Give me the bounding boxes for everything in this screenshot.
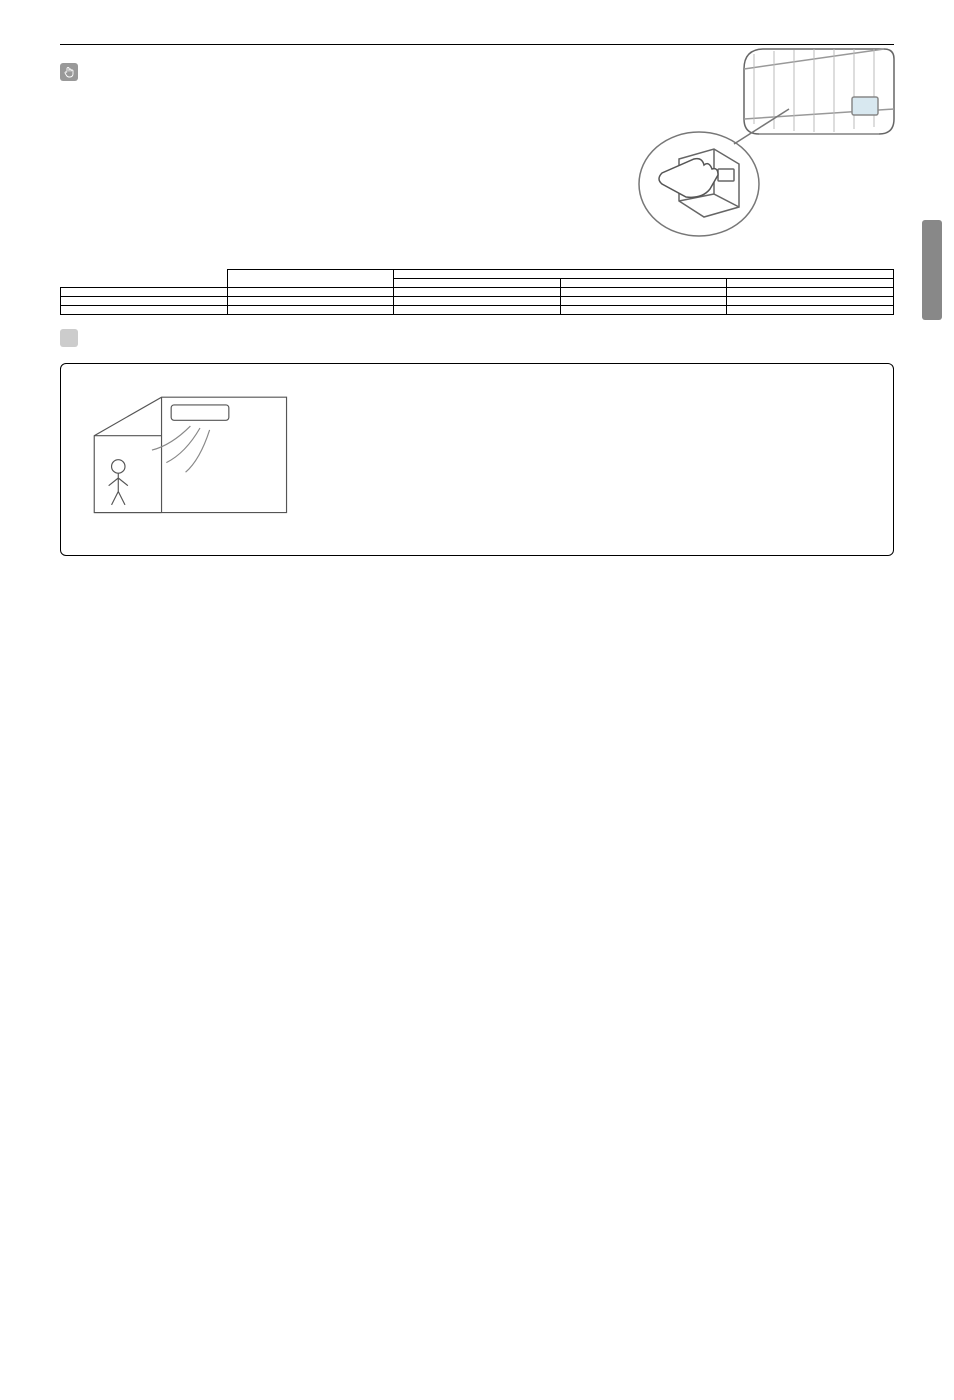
table-row <box>61 306 894 315</box>
cell <box>727 306 894 315</box>
room-illustration: const data JSON(document('-data').textCo… <box>75 378 325 541</box>
cell <box>61 306 228 315</box>
cell <box>227 288 394 297</box>
cell <box>394 297 561 306</box>
info-card: const data JSON(document('-data').textCo… <box>60 363 894 556</box>
cell <box>394 288 561 297</box>
cell <box>227 297 394 306</box>
th <box>394 279 561 288</box>
language-tab <box>922 220 942 320</box>
forced-op-block <box>60 89 894 209</box>
cell <box>61 297 228 306</box>
cell <box>227 306 394 315</box>
square-icon <box>60 329 78 347</box>
table-row <box>61 297 894 306</box>
cell <box>727 297 894 306</box>
cell <box>394 306 561 315</box>
cell <box>61 288 228 297</box>
hand-icon <box>60 63 78 81</box>
section-restart <box>60 329 894 347</box>
cell <box>560 306 727 315</box>
unit-illustration <box>544 29 904 289</box>
cell <box>560 297 727 306</box>
th <box>227 270 394 288</box>
